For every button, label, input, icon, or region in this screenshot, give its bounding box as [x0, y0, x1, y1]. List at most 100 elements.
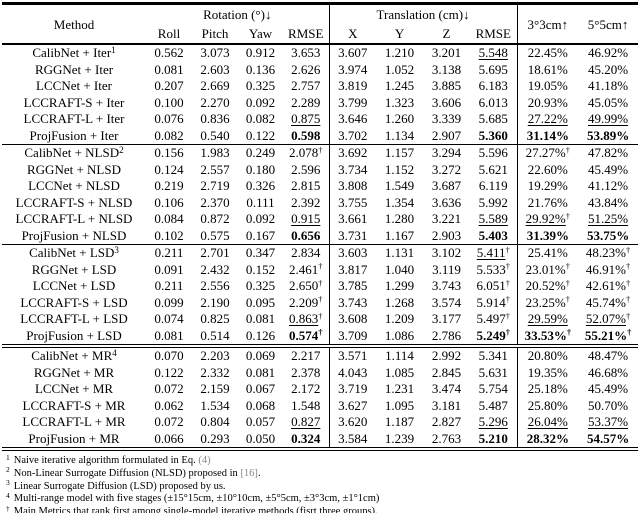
metric-value: 2.669 [200, 78, 230, 93]
metric-value: 0.575 [200, 227, 230, 243]
metric-value: 3.571 [338, 348, 368, 363]
metric-cell: 0.099 [146, 295, 192, 312]
metric-cell: 3.755 [328, 194, 377, 211]
metric-cell: 3.974 [328, 61, 377, 78]
table-row: ProjFusion + NLSD 0.102 0.575 0.167 0.656 3.7… [2, 227, 638, 245]
metric-cell: 46.91%† [578, 262, 638, 279]
metric-value: 3.603 [338, 245, 368, 260]
metric-cell: 3.608 [328, 311, 377, 328]
metric-cell: 5.533† [470, 262, 517, 279]
metric-cell: 25.18% [516, 381, 579, 398]
column-header-method: Method [53, 16, 95, 32]
metric-value: 3.608 [338, 311, 368, 326]
metric-value: 3.636 [431, 194, 462, 210]
metric-cell: 0.092 [238, 95, 283, 112]
metric-value: 3.808 [338, 178, 368, 193]
metric-value: 0.072 [154, 414, 184, 429]
metric-value: 51.25% [588, 211, 629, 226]
metric-cell: 2.763 [423, 431, 470, 450]
dagger-marker: † [627, 327, 632, 337]
metric-cell: 0.062 [146, 398, 192, 415]
metric-cell: 5.621 [470, 162, 517, 179]
metric-value: 0.325 [245, 278, 276, 293]
footnote-text: . [257, 467, 261, 479]
method-name: CalibNet + Iter [32, 45, 112, 60]
metric-cell: 0.091 [146, 262, 192, 279]
metric-cell: 0.126 [238, 328, 283, 347]
method-name: LCCNet + NLSD [28, 178, 120, 193]
metric-value: 0.057 [245, 414, 276, 429]
metric-cell: 3.731 [328, 227, 377, 245]
metric-value: 1.209 [384, 311, 415, 326]
metric-cell: 0.092 [238, 211, 283, 228]
metric-value: 2.786 [431, 327, 462, 343]
metric-cell: 2.461† [283, 262, 329, 279]
metric-value: 2.834 [291, 245, 321, 260]
metric-cell: 3.627 [328, 397, 377, 414]
metric-value: 27.27% [525, 145, 566, 160]
metric-value: 3.474 [431, 381, 462, 396]
method-cell: RGGNet + LSD [2, 262, 146, 279]
metric-cell: 29.92%† [516, 211, 579, 228]
metric-cell: 1.549 [376, 178, 423, 195]
metric-cell: 2.289 [283, 95, 329, 112]
metric-cell: 2.557 [192, 162, 238, 179]
method-cell: LCCRAFT-L + MR [2, 414, 146, 431]
footnote-marker: 4 [112, 348, 117, 358]
metric-value: 0.836 [200, 111, 230, 126]
metric-value: 5.914 [476, 294, 506, 310]
metric-value: 42.61% [585, 278, 626, 293]
metric-cell: 2.370 [192, 195, 238, 212]
metric-cell: 5.296 [470, 414, 517, 431]
metric-cell: 3.799 [328, 94, 377, 111]
metric-value: 19.05% [527, 78, 568, 93]
metric-value: 1.268 [384, 294, 415, 310]
metric-value: 1.040 [384, 261, 415, 277]
dagger-marker: † [505, 327, 511, 337]
metric-cell: 3.653 [283, 44, 329, 62]
method-name: LCCRAFT-L + LSD [20, 311, 128, 326]
metric-value: 0.863 [289, 311, 319, 326]
metric-value: 0.068 [245, 397, 276, 413]
metric-value: 3.177 [431, 311, 462, 326]
dagger-marker: † [318, 310, 323, 321]
metric-cell: 0.219 [146, 178, 192, 195]
dagger-marker: † [318, 327, 323, 337]
metric-cell: 2.603 [192, 62, 238, 79]
metric-value: 2.603 [200, 61, 230, 77]
metric-value: 0.111 [246, 194, 275, 210]
metric-value: 0.912 [245, 45, 276, 60]
metric-value: 0.062 [154, 397, 184, 413]
metric-cell: 50.70% [578, 398, 638, 415]
method-cell: LCCRAFT-L + NLSD [2, 211, 146, 228]
metric-cell: 0.574† [283, 328, 329, 347]
metric-value: 0.249 [245, 145, 276, 160]
dagger-marker: † [505, 244, 510, 255]
metric-value: 1.131 [384, 245, 415, 260]
metric-cell: 5.992 [470, 195, 517, 212]
metric-cell: 1.040 [376, 262, 423, 279]
metric-value: 1.152 [384, 161, 415, 177]
metric-value: 3.702 [338, 127, 368, 143]
metric-value: 1.549 [384, 178, 415, 193]
metric-value: 45.05% [588, 94, 629, 110]
table-row: LCCRAFT-S + MR 0.062 1.534 0.068 1.548 3.627 1… [2, 397, 638, 415]
metric-cell: 41.12% [578, 178, 638, 195]
dagger-marker: † [625, 261, 631, 271]
metric-value: 2.432 [200, 261, 230, 277]
method-cell: LCCRAFT-S + LSD [2, 295, 146, 312]
metric-cell: 6.183 [470, 78, 517, 95]
metric-value: 0.152 [245, 261, 276, 277]
method-name: RGGNet + LSD [31, 261, 117, 277]
metric-cell: 26.04% [516, 414, 579, 431]
method-cell: LCCNet + NLSD [2, 178, 146, 195]
metric-cell: 1.157 [376, 145, 423, 162]
metric-cell: 6.119 [470, 178, 517, 195]
metric-value: 2.332 [200, 364, 230, 380]
table-row: RGGNet + LSD 0.091 2.432 0.152 2.461† 3.817 1.… [2, 261, 638, 279]
metric-cell: 2.209† [283, 295, 329, 312]
metric-cell: 0.081 [238, 365, 283, 382]
metric-value: 0.070 [154, 348, 184, 363]
metric-value: 5.497 [476, 311, 506, 326]
